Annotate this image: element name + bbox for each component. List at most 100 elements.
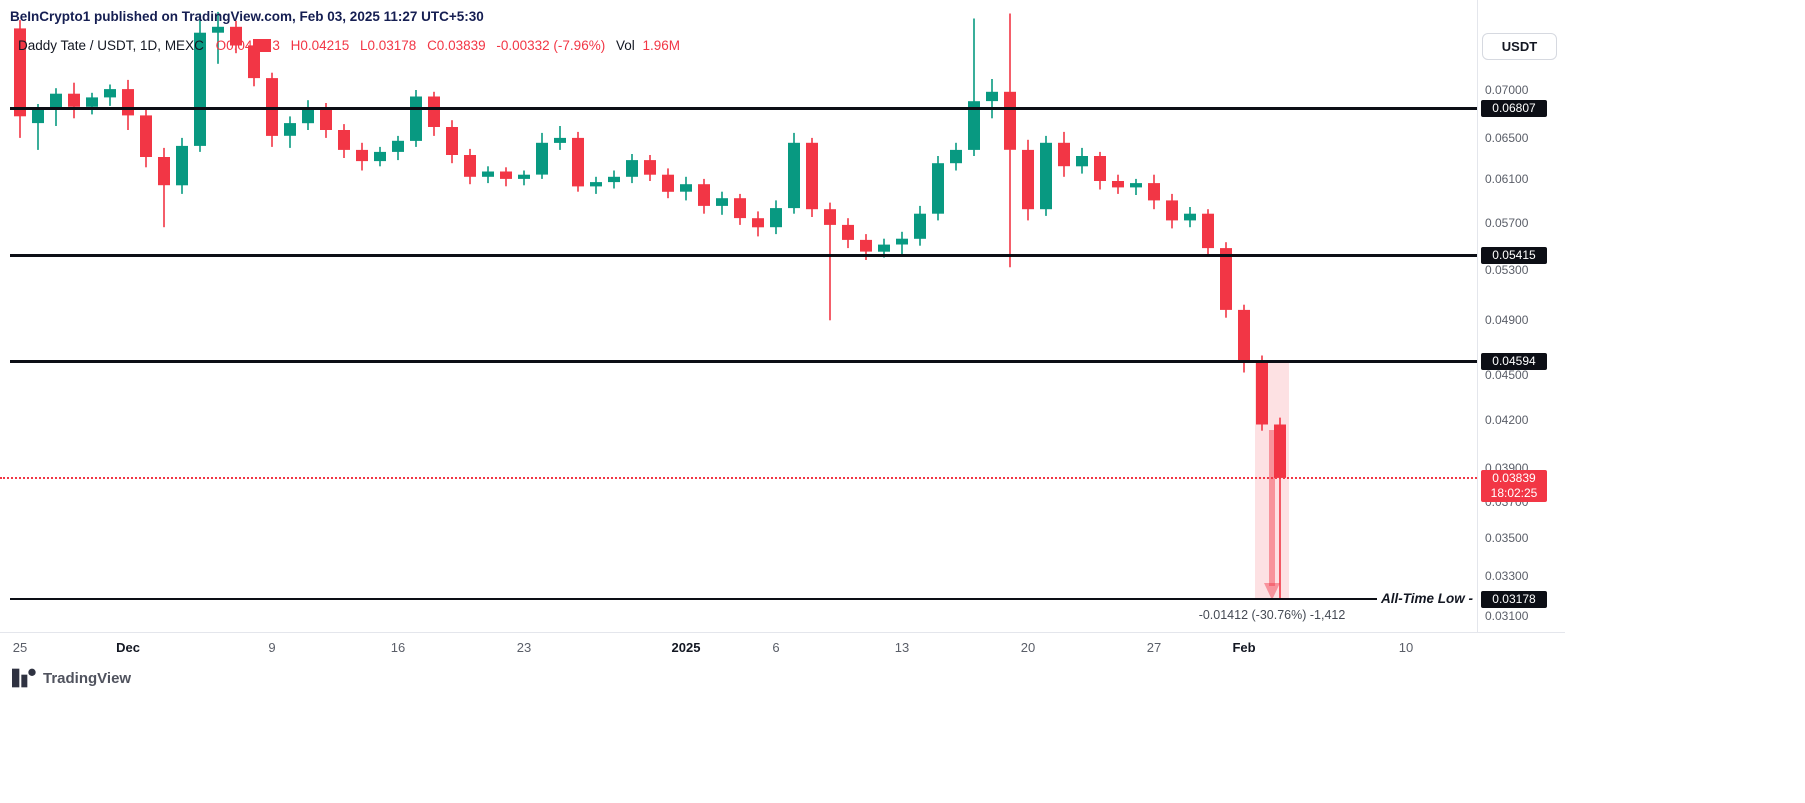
- candle-body: [14, 28, 26, 117]
- candle-dec-9: [266, 72, 278, 147]
- chart-pane[interactable]: [0, 0, 1477, 660]
- candle-dec-16: [392, 135, 404, 161]
- candle-dec-22: [500, 167, 512, 187]
- candle-body: [104, 89, 116, 98]
- tradingview-logo-text: TradingView: [43, 669, 132, 687]
- candle-jan-15: [932, 156, 944, 221]
- candle-dec-3: [158, 147, 170, 228]
- close-value: C0.03839: [427, 38, 486, 53]
- symbol-title[interactable]: Daddy Tate / USDT, 1D, MEXC: [18, 38, 204, 53]
- price-level-line-0.06807[interactable]: [10, 106, 1477, 110]
- candle-body: [302, 107, 314, 124]
- candle-body: [1166, 200, 1178, 221]
- candle-body: [860, 239, 872, 252]
- x-axis-tick-Feb: Feb: [1232, 640, 1256, 655]
- candle-jan-9: [824, 202, 836, 321]
- candle-body: [806, 142, 818, 210]
- candle-dec-19: [446, 120, 458, 164]
- candle-dec-20: [464, 148, 476, 185]
- open-value: O0.04173: [215, 38, 280, 53]
- candle-dec-23: [518, 170, 530, 186]
- measurement-region[interactable]: [1255, 362, 1289, 600]
- candle-dec-26: [572, 131, 584, 192]
- candle-body: [842, 224, 854, 240]
- price-level-badge-0.04594: 0.04594: [1481, 353, 1547, 371]
- candle-body: [734, 198, 746, 219]
- x-axis-tick-20: 20: [1020, 640, 1036, 655]
- measurement-label: -0.01412 (-30.76%) -1,412: [1198, 608, 1346, 622]
- candle-jan-4: [734, 193, 746, 225]
- candle-dec-21: [482, 166, 494, 184]
- candle-jan-17: [968, 18, 980, 156]
- candle-jan-29: [1184, 207, 1196, 228]
- x-axis-tick-9: 9: [268, 640, 276, 655]
- candle-body: [1130, 183, 1142, 188]
- candle-body: [770, 208, 782, 228]
- candle-jan-1: [680, 176, 692, 201]
- y-axis-tick-0.06100: 0.06100: [1485, 171, 1529, 186]
- candle-body: [356, 149, 368, 162]
- candle-jan-28: [1166, 193, 1178, 229]
- attribution-text: BeInCrypto1 published on TradingView.com…: [10, 9, 484, 24]
- y-axis-tick-0.06500: 0.06500: [1485, 130, 1529, 145]
- candle-body: [914, 213, 926, 239]
- candle-body: [680, 184, 692, 192]
- candle-jan-27: [1148, 174, 1160, 210]
- x-axis-tick-2025: 2025: [671, 640, 701, 655]
- candle-body: [1274, 424, 1286, 478]
- x-axis-tick-10: 10: [1398, 640, 1414, 655]
- candle-body: [140, 115, 152, 157]
- candle-dec-7: [230, 20, 242, 54]
- candle-body: [428, 96, 440, 127]
- candle-body: [482, 171, 494, 177]
- tradingview-logo[interactable]: TradingView: [12, 668, 131, 688]
- y-axis-tick-0.04200: 0.04200: [1485, 412, 1529, 427]
- x-axis-tick-25: 25: [12, 640, 28, 655]
- candle-body: [1238, 309, 1250, 363]
- candle-dec-18: [428, 91, 440, 136]
- currency-toggle-button[interactable]: USDT: [1482, 33, 1557, 60]
- candle-body: [1004, 91, 1016, 150]
- candle-body: [320, 107, 332, 130]
- candle-body: [644, 160, 656, 175]
- price-axis-separator[interactable]: [1477, 0, 1478, 632]
- candle-body: [500, 171, 512, 179]
- candle-body: [986, 91, 998, 102]
- candle-nov-30: [104, 84, 116, 106]
- price-level-line-0.03178[interactable]: [10, 598, 1477, 601]
- price-level-badge-0.03178: 0.03178: [1481, 591, 1547, 609]
- price-level-line-0.04594[interactable]: [10, 360, 1477, 364]
- all-time-low-label: All-Time Low -: [1376, 591, 1477, 606]
- candle-body: [1112, 181, 1124, 188]
- x-axis-tick-27: 27: [1146, 640, 1162, 655]
- candle-dec-17: [410, 90, 422, 147]
- candle-body: [1184, 213, 1196, 221]
- candle-body: [1022, 149, 1034, 210]
- measurement-arrow-head: [1264, 583, 1280, 600]
- candle-body: [248, 45, 260, 79]
- candle-jan-19: [1004, 13, 1016, 268]
- x-axis-tick-6: 6: [772, 640, 780, 655]
- change-value: -0.00332 (-7.96%): [496, 38, 606, 53]
- candle-body: [1076, 156, 1088, 167]
- current-price-badge: 0.03839 18:02:25: [1481, 469, 1547, 502]
- candle-dec-10: [284, 116, 296, 148]
- price-level-badge-0.06807: 0.06807: [1481, 99, 1547, 117]
- price-level-line-0.05415[interactable]: [10, 254, 1477, 258]
- candle-jan-22: [1058, 131, 1070, 177]
- candle-body: [50, 93, 62, 109]
- candle-dec-6: [212, 11, 224, 64]
- x-axis-tick-16: 16: [390, 640, 406, 655]
- candle-dec-31: [662, 168, 674, 199]
- candle-body: [32, 108, 44, 124]
- y-axis-tick-0.03500: 0.03500: [1485, 530, 1529, 545]
- candle-dec-30: [644, 155, 656, 181]
- candle-nov-28: [68, 82, 80, 119]
- chart-legend[interactable]: Daddy Tate / USDT, 1D, MEXC O0.04173 H0.…: [18, 38, 687, 53]
- candle-jan-30: [1202, 209, 1214, 256]
- candle-dec-1: [122, 79, 134, 130]
- candle-body: [536, 142, 548, 175]
- y-axis-tick-0.04900: 0.04900: [1485, 313, 1529, 328]
- time-axis-separator[interactable]: [0, 632, 1565, 633]
- candle-jan-26: [1130, 178, 1142, 195]
